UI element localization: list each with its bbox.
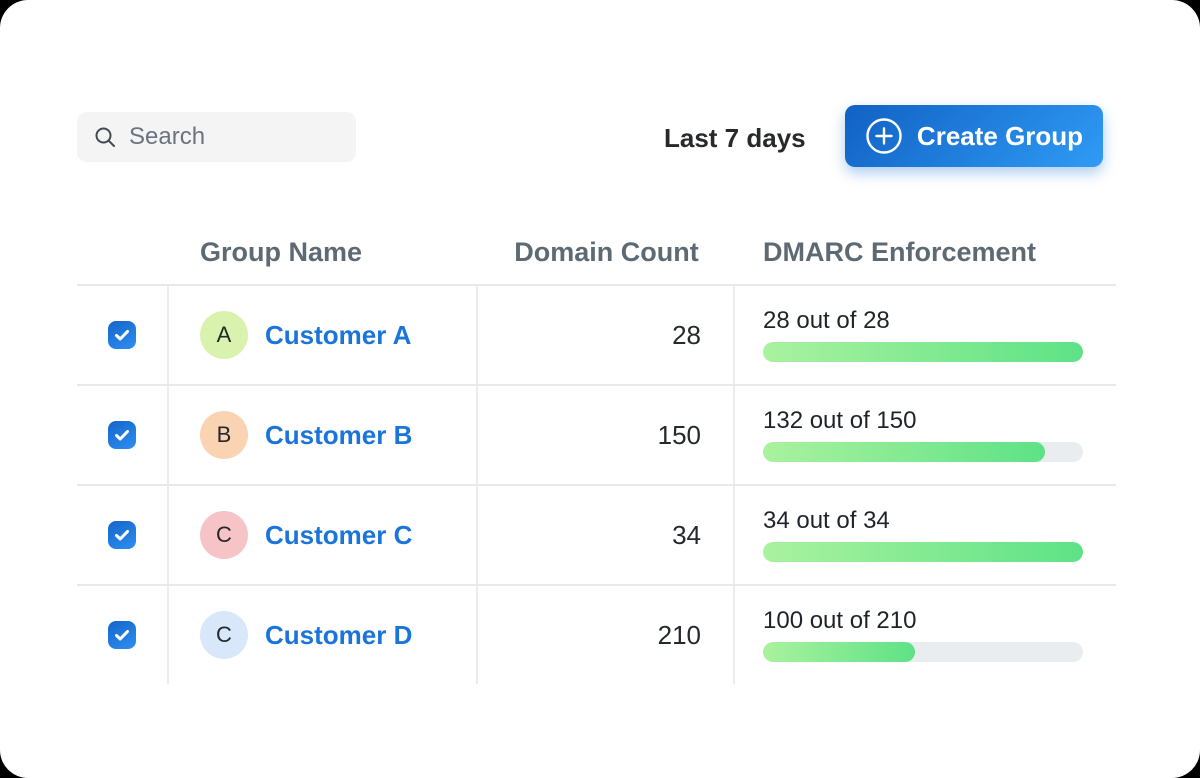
row-checkbox[interactable] — [108, 521, 136, 549]
search-icon — [93, 125, 117, 149]
table-row: C Customer C 34 34 out of 34 — [77, 484, 1116, 584]
dmarc-progress-fill — [763, 642, 915, 662]
plus-circle-icon — [865, 117, 903, 155]
dmarc-label: 28 out of 28 — [763, 309, 890, 333]
dmarc-progress-track — [763, 642, 1083, 662]
checkmark-icon — [114, 327, 130, 343]
dmarc-progress-fill — [763, 442, 1045, 462]
dmarc-label: 132 out of 150 — [763, 409, 916, 433]
domain-count-value: 34 — [478, 486, 735, 584]
avatar: C — [200, 511, 248, 559]
header-group-name: Group Name — [169, 220, 478, 284]
avatar: A — [200, 311, 248, 359]
date-range-label: Last 7 days — [664, 123, 806, 154]
checkmark-icon — [114, 427, 130, 443]
dmarc-progress-track — [763, 542, 1083, 562]
row-checkbox[interactable] — [108, 421, 136, 449]
avatar: B — [200, 411, 248, 459]
header-dmarc-enforcement: DMARC Enforcement — [735, 220, 1116, 284]
checkmark-icon — [114, 627, 130, 643]
table-row: C Customer D 210 100 out of 210 — [77, 584, 1116, 684]
create-group-label: Create Group — [917, 121, 1083, 152]
avatar: C — [200, 611, 248, 659]
customer-name-link[interactable]: Customer C — [265, 520, 412, 551]
dmarc-progress-fill — [763, 342, 1083, 362]
customer-name-link[interactable]: Customer A — [265, 320, 411, 351]
search-box[interactable] — [77, 112, 356, 162]
customer-name-link[interactable]: Customer B — [265, 420, 412, 451]
dmarc-progress-track — [763, 442, 1083, 462]
table-row: A Customer A 28 28 out of 28 — [77, 284, 1116, 384]
table-row: B Customer B 150 132 out of 150 — [77, 384, 1116, 484]
domain-count-value: 150 — [478, 386, 735, 484]
row-checkbox[interactable] — [108, 621, 136, 649]
domain-count-value: 28 — [478, 286, 735, 384]
row-checkbox[interactable] — [108, 321, 136, 349]
customer-name-link[interactable]: Customer D — [265, 620, 412, 651]
dmarc-progress-fill — [763, 542, 1083, 562]
checkmark-icon — [114, 527, 130, 543]
domain-count-value: 210 — [478, 586, 735, 684]
groups-table: Group Name Domain Count DMARC Enforcemen… — [77, 220, 1116, 684]
dmarc-progress-track — [763, 342, 1083, 362]
header-select-column — [77, 220, 169, 284]
header-domain-count: Domain Count — [478, 220, 735, 284]
search-input[interactable] — [129, 123, 340, 151]
create-group-button[interactable]: Create Group — [845, 105, 1103, 167]
dmarc-label: 100 out of 210 — [763, 609, 916, 633]
dmarc-label: 34 out of 34 — [763, 509, 890, 533]
table-header-row: Group Name Domain Count DMARC Enforcemen… — [77, 220, 1116, 284]
groups-panel: Last 7 days Create Group Group Name Doma… — [0, 0, 1200, 778]
